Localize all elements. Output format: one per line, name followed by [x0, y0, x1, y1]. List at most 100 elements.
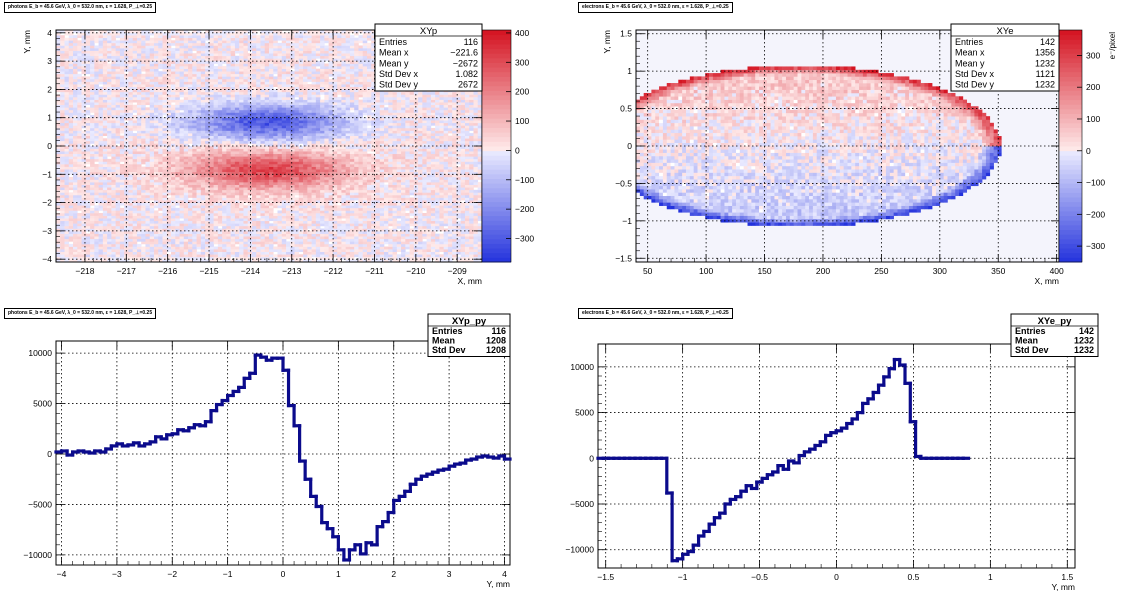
- heatmap-cell: [56, 171, 61, 175]
- heatmap-cell: [115, 30, 121, 33]
- heatmap-cell: [107, 256, 112, 260]
- heatmap-cell: [239, 133, 244, 136]
- heatmap-cell: [175, 58, 180, 62]
- heatmap-cell: [294, 130, 300, 134]
- heatmap-cell: [90, 158, 95, 162]
- heatmap-cell: [269, 89, 274, 93]
- heatmap-cell: [239, 192, 244, 196]
- heatmap-cell: [192, 68, 197, 72]
- heatmap-cell: [149, 138, 155, 142]
- heatmap-cell: [264, 35, 270, 39]
- heatmap-cell: [94, 48, 99, 51]
- heatmap-cell: [145, 109, 151, 113]
- heatmap-cell: [264, 122, 270, 126]
- heatmap-cell: [247, 166, 253, 170]
- heatmap-cell: [73, 236, 78, 240]
- heatmap-cell: [111, 220, 116, 224]
- heatmap-cell: [166, 189, 172, 193]
- heatmap-cell: [260, 63, 266, 67]
- heatmap-cell: [107, 68, 112, 72]
- heatmap-cell: [85, 171, 91, 175]
- heatmap-cell: [251, 259, 257, 263]
- heatmap-cell: [64, 210, 70, 214]
- heatmap-cell: [171, 109, 176, 113]
- heatmap-cell: [277, 48, 283, 51]
- heatmap-cell: [162, 171, 168, 175]
- heatmap-cell: [158, 236, 163, 240]
- heatmap-cell: [192, 104, 197, 108]
- heatmap-cell: [136, 251, 142, 255]
- heatmap-cell: [171, 200, 176, 204]
- heatmap-cell: [260, 228, 266, 232]
- heatmap-cell: [68, 228, 74, 232]
- heatmap-cell: [149, 161, 155, 165]
- heatmap-cell: [171, 228, 176, 232]
- heatmap-cell: [119, 156, 125, 160]
- heatmap-cell: [277, 243, 283, 247]
- heatmap-cell: [256, 91, 261, 95]
- heatmap-cell: [200, 73, 206, 77]
- heatmap-cell: [286, 125, 291, 129]
- heatmap-cell: [264, 94, 270, 98]
- heatmap-cell: [107, 30, 112, 33]
- heatmap-cell: [175, 78, 180, 82]
- heatmap-cell: [213, 32, 219, 36]
- heatmap-cell: [260, 171, 266, 175]
- heatmap-cell: [175, 256, 180, 260]
- heatmap-cell: [68, 153, 74, 157]
- heatmap-cell: [149, 197, 155, 201]
- heatmap-cell: [153, 73, 159, 77]
- heatmap-cell: [128, 50, 133, 54]
- heatmap-cell: [60, 205, 65, 209]
- heatmap-cell: [94, 254, 99, 258]
- heatmap-cell: [290, 86, 295, 90]
- heatmap-cell: [124, 223, 129, 227]
- heatmap-cell: [175, 251, 180, 255]
- heatmap-cell: [171, 50, 176, 54]
- heatmap-cell: [141, 42, 146, 46]
- heatmap-cell: [294, 192, 300, 196]
- heatmap-cell: [251, 205, 257, 209]
- heatmap-cell: [239, 37, 244, 41]
- heatmap-cell: [149, 133, 155, 136]
- heatmap-cell: [77, 112, 82, 116]
- heatmap-cell: [111, 97, 116, 100]
- heatmap-cell: [149, 71, 155, 75]
- heatmap-cell: [94, 164, 99, 167]
- heatmap-cell: [213, 153, 219, 157]
- heatmap-cell: [196, 130, 202, 134]
- heatmap-cell: [247, 53, 253, 57]
- heatmap-cell: [102, 210, 108, 214]
- heatmap-cell: [183, 68, 189, 72]
- heatmap-cell: [183, 76, 189, 80]
- heatmap-cell: [230, 189, 236, 193]
- heatmap-cell: [183, 58, 189, 62]
- heatmap-cell: [73, 45, 78, 49]
- heatmap-cell: [73, 207, 78, 211]
- heatmap-cell: [239, 84, 244, 88]
- heatmap-cell: [188, 117, 193, 121]
- heatmap-cell: [222, 86, 227, 90]
- heatmap-cell: [132, 174, 138, 178]
- heatmap-cell: [205, 192, 210, 196]
- heatmap-cell: [209, 127, 214, 131]
- heatmap-cell: [68, 133, 74, 136]
- heatmap-cell: [200, 161, 206, 165]
- heatmap-cell: [119, 164, 125, 167]
- heatmap-cell: [209, 166, 214, 170]
- heatmap-cell: [213, 81, 219, 85]
- heatmap-cell: [162, 179, 168, 183]
- heatmap-cell: [132, 256, 138, 260]
- heatmap-cell: [290, 143, 295, 147]
- heatmap-cell: [119, 120, 125, 124]
- heatmap-cell: [200, 238, 206, 242]
- heatmap-cell: [90, 60, 95, 64]
- heatmap-cell: [226, 78, 231, 82]
- heatmap-cell: [90, 32, 95, 36]
- heatmap-cell: [90, 166, 95, 170]
- heatmap-cell: [200, 215, 206, 219]
- heatmap-cell: [145, 94, 151, 98]
- heatmap-cell: [183, 71, 189, 75]
- heatmap-cell: [98, 213, 104, 216]
- heatmap-cell: [56, 112, 61, 116]
